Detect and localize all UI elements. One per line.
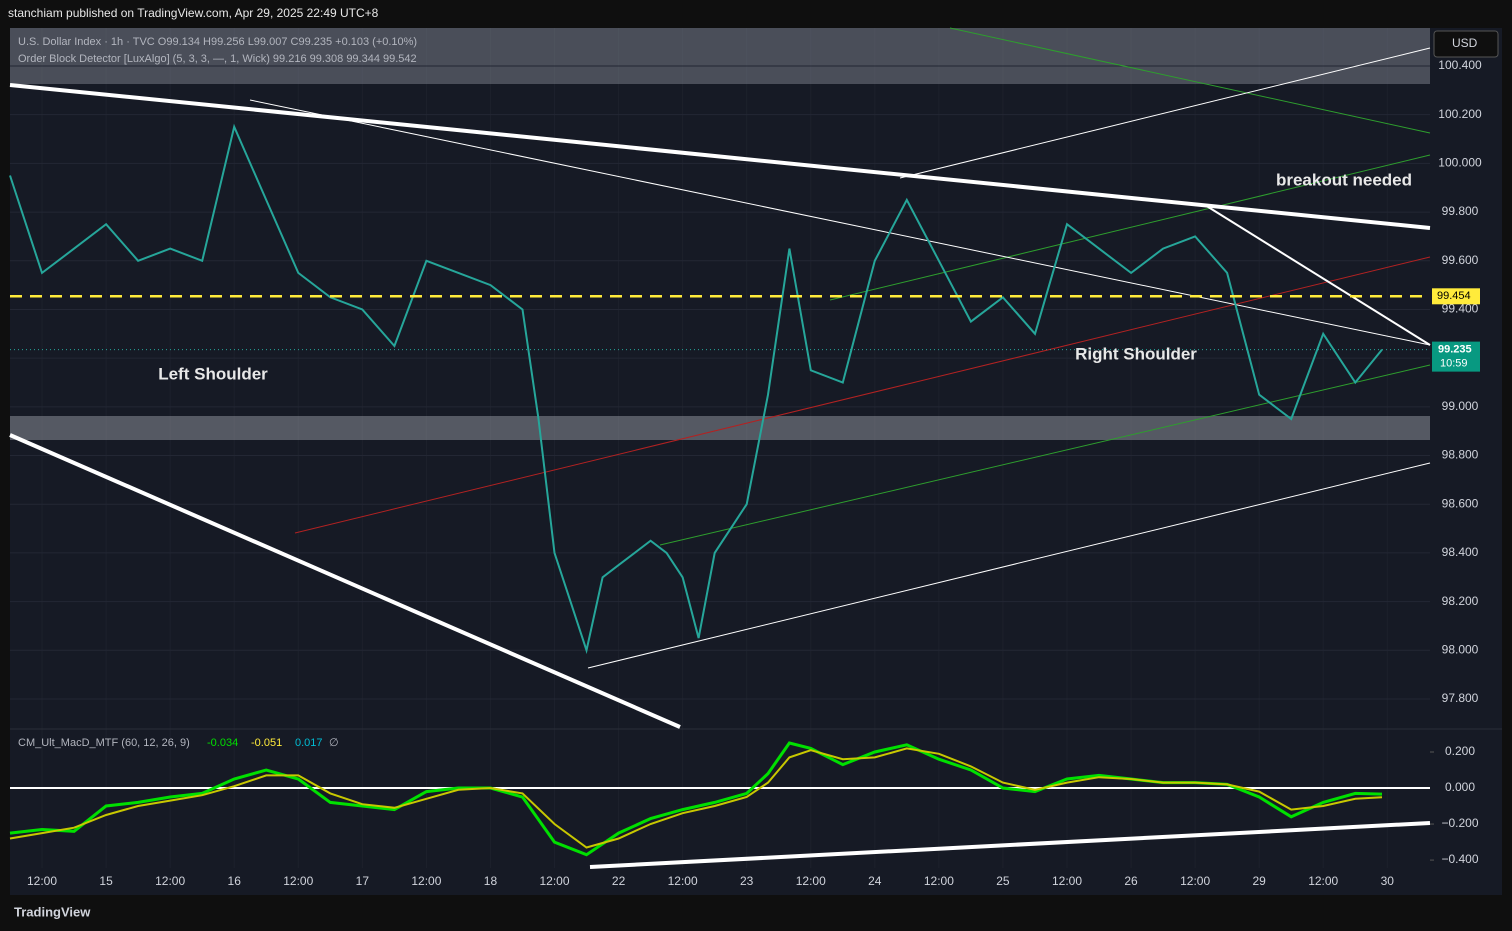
level-label-bg: [1432, 288, 1480, 305]
y-tick-label: 99.400: [1442, 302, 1479, 316]
y-tick-label: 100.400: [1438, 58, 1482, 72]
trendline: [294, 256, 1431, 534]
indicator-legend: Order Block Detector [LuxAlgo] (5, 3, 3,…: [18, 53, 417, 65]
trendlines: [9, 27, 1431, 869]
x-tick-label: 15: [99, 874, 113, 888]
trendline: [589, 821, 1431, 869]
currency[interactable]: USD: [1452, 36, 1478, 50]
x-tick-label: 23: [740, 874, 754, 888]
neckline: [9, 83, 1431, 230]
indicator-value: -0.034: [207, 737, 238, 749]
x-tick-label: 12:00: [1308, 874, 1338, 888]
x-tick-label: 29: [1252, 874, 1266, 888]
x-tick-label: 12:00: [1180, 874, 1210, 888]
trendline: [899, 47, 1431, 179]
x-tick-label: 12:00: [411, 874, 441, 888]
x-tick-label: 12:00: [283, 874, 313, 888]
x-tick-label: 17: [356, 874, 370, 888]
indicator-suffix: ∅: [329, 737, 339, 749]
y-tick-label: 99.000: [1442, 399, 1479, 413]
x-tick-label: 26: [1124, 874, 1138, 888]
y-tick-label: −0.400: [1441, 852, 1478, 866]
y-tick-label: 98.600: [1442, 496, 1479, 510]
trendline: [587, 462, 1431, 669]
publish-header: stanchiam published on TradingView.com, …: [8, 6, 379, 20]
series-line: [9, 747, 1383, 849]
price-label: 99.235: [1438, 344, 1472, 356]
y-tick-label: 97.800: [1442, 691, 1479, 705]
order-block-zone: [10, 28, 1430, 84]
series-line: [9, 123, 1383, 655]
y-tick-label: 98.000: [1442, 642, 1479, 656]
x-tick-label: 22: [612, 874, 626, 888]
y-tick-label: 98.800: [1442, 448, 1479, 462]
x-tick-label: 30: [1381, 874, 1395, 888]
x-tick-label: 12:00: [796, 874, 826, 888]
indicator-value: -0.051: [251, 737, 282, 749]
price-scale: [1430, 28, 1502, 895]
currency-button[interactable]: [1433, 30, 1499, 58]
time-scale: [10, 868, 1430, 895]
y-tick-label: 99.800: [1442, 204, 1479, 218]
trendline: [9, 433, 681, 729]
footer-logo: TradingView: [14, 904, 91, 919]
trendline: [659, 364, 1431, 546]
symbol-legend: U.S. Dollar Index · 1h · TVC O99.134 H99…: [18, 36, 417, 48]
level-label: 99.454: [1437, 290, 1471, 302]
y-tick-label: 0.000: [1445, 780, 1475, 794]
x-tick-label: 12:00: [539, 874, 569, 888]
annotation: Right Shoulder: [1075, 344, 1197, 363]
x-tick-label: 16: [228, 874, 242, 888]
trendline: [249, 99, 1431, 346]
annotation: Left Shoulder: [158, 364, 268, 383]
x-tick-label: 12:00: [27, 874, 57, 888]
x-tick-label: 12:00: [1052, 874, 1082, 888]
y-tick-label: −0.200: [1441, 816, 1478, 830]
y-tick-label: 100.000: [1438, 156, 1482, 170]
indicator-value: 0.017: [295, 737, 323, 749]
order-block-zone: [10, 416, 1430, 440]
y-tick-label: 100.200: [1438, 107, 1482, 121]
x-tick-label: 12:00: [155, 874, 185, 888]
countdown: 10:59: [1440, 358, 1468, 370]
y-tick-label: 98.400: [1442, 545, 1479, 559]
y-tick-label: 98.200: [1442, 594, 1479, 608]
x-tick-label: 12:00: [924, 874, 954, 888]
y-tick-label: 0.200: [1445, 744, 1475, 758]
price-label-bg: [1432, 341, 1480, 372]
x-tick-label: 25: [996, 874, 1010, 888]
trendline: [1204, 204, 1431, 346]
y-tick-label: 99.600: [1442, 253, 1479, 267]
plot-area: [10, 28, 1430, 868]
indicator-legend: CM_Ult_MacD_MTF (60, 12, 26, 9): [18, 737, 190, 749]
x-tick-label: 18: [484, 874, 498, 888]
trendline: [949, 27, 1431, 134]
trendline: [829, 154, 1431, 301]
x-tick-label: 24: [868, 874, 882, 888]
annotation: breakout needed: [1276, 170, 1412, 189]
x-tick-label: 12:00: [668, 874, 698, 888]
